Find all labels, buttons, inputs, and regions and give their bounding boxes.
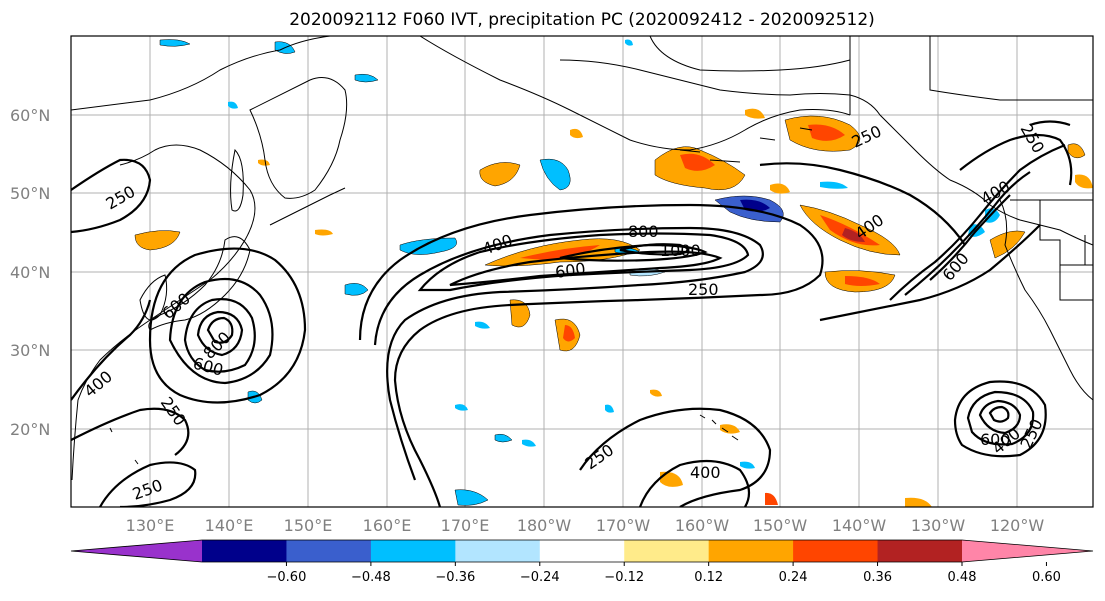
- lat-label: 60°N: [10, 106, 50, 125]
- lon-label: 120°W: [990, 516, 1045, 535]
- contour-label: 400: [690, 463, 721, 482]
- colorbar-swatch: [202, 540, 287, 562]
- lon-label: 130°W: [911, 516, 966, 535]
- colorbar-tick-label: −0.24: [520, 570, 560, 585]
- map-frame: [70, 35, 1094, 508]
- ivt-contours: [71, 120, 1073, 507]
- colorbar-swatch: [286, 540, 372, 562]
- precip-positive-shading: [134, 108, 1093, 507]
- chart-title: 2020092112 F060 IVT, precipitation PC (2…: [289, 10, 875, 30]
- lat-label: 40°N: [10, 263, 50, 282]
- colorbar-tick-label: 0.12: [694, 570, 723, 585]
- colorbar-outline: [70, 539, 1094, 563]
- colorbar-tick-label: 0.60: [1032, 570, 1061, 585]
- contour-label: 600: [980, 430, 1011, 449]
- colorbar-tick-label: 0.36: [863, 570, 892, 585]
- colorbar-tick-label: 0.48: [948, 570, 977, 585]
- colorbar-tick-label: −0.36: [435, 570, 475, 585]
- colorbar-extend-high: [962, 540, 1093, 562]
- contour-label: 250: [688, 280, 719, 299]
- colorbar-tick-label: −0.48: [351, 570, 391, 585]
- colorbar-tick-label: −0.60: [267, 570, 307, 585]
- colorbar-swatch: [877, 540, 963, 562]
- colorbar-tick-label: −0.12: [604, 570, 644, 585]
- colorbar-swatch: [708, 540, 794, 562]
- lon-label: 170°E: [441, 516, 490, 535]
- lon-label: 170°W: [596, 516, 651, 535]
- colorbar: −0.60 −0.48 −0.36 −0.24 −0.12 0.12 0.24 0.36 0.4…: [70, 539, 1094, 585]
- lon-label: 140°W: [832, 516, 887, 535]
- colorbar-swatch: [793, 540, 879, 562]
- colorbar-swatch: [624, 540, 710, 562]
- contour-label: 600: [554, 259, 587, 282]
- lon-label: 160°E: [363, 516, 412, 535]
- longitude-labels: 130°E 140°E 150°E 160°E 170°E 180°W 170°…: [126, 516, 1045, 535]
- lon-label: 130°E: [126, 516, 175, 535]
- lon-label: 140°E: [205, 516, 254, 535]
- colorbar-swatch: [370, 540, 456, 562]
- colorbar-swatch: [539, 540, 625, 562]
- colorbar-tick-label: 0.24: [779, 570, 808, 585]
- lon-label: 150°E: [284, 516, 333, 535]
- lon-label: 150°W: [753, 516, 808, 535]
- lat-label: 20°N: [10, 420, 50, 439]
- contour-label: 800: [628, 222, 659, 241]
- latitude-labels: 60°N 50°N 40°N 30°N 20°N: [10, 106, 50, 439]
- lon-label: 180°W: [517, 516, 572, 535]
- contour-label: 1000: [660, 241, 701, 260]
- colorbar-swatch: [455, 540, 541, 562]
- lon-label: 160°W: [675, 516, 730, 535]
- colorbar-extend-low: [71, 540, 202, 562]
- lat-label: 30°N: [10, 341, 50, 360]
- lat-label: 50°N: [10, 184, 50, 203]
